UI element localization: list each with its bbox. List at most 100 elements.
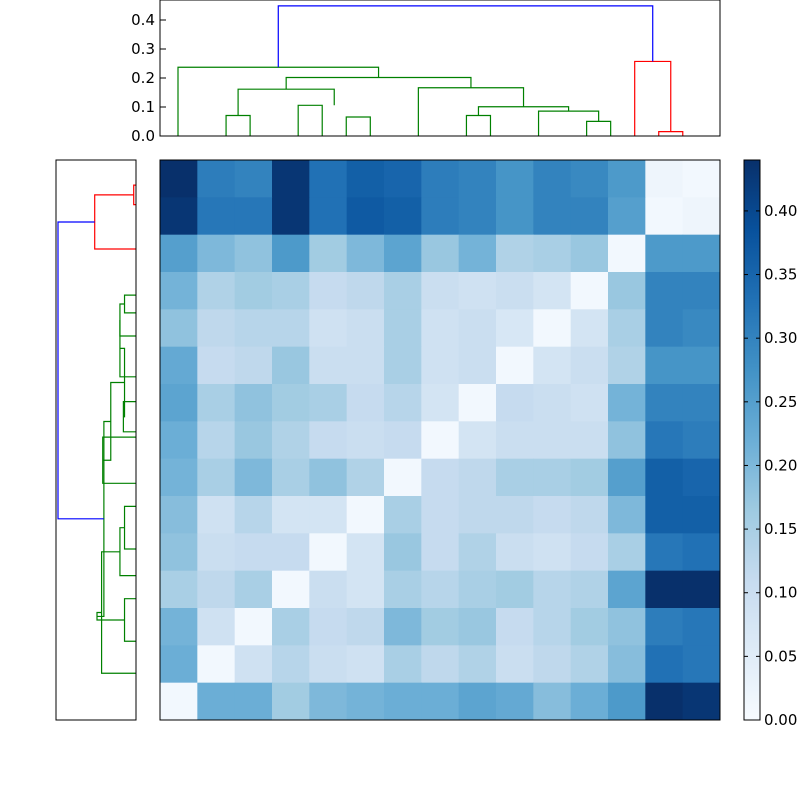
- heatmap-cell: [384, 682, 422, 721]
- heatmap-cell: [309, 570, 348, 609]
- heatmap-cell: [197, 421, 236, 460]
- heatmap-panel: [159, 159, 721, 721]
- heatmap-cell: [608, 197, 646, 236]
- top-dendrogram-link: [277, 5, 654, 68]
- heatmap-cell: [533, 197, 572, 236]
- top-dendrogram-link: [465, 114, 492, 136]
- heatmap-cell: [645, 272, 684, 310]
- heatmap-cell: [496, 346, 534, 385]
- heatmap-cell: [309, 309, 348, 348]
- heatmap-cell: [346, 496, 385, 534]
- top-dendrogram-link: [297, 104, 323, 136]
- heatmap-cell: [645, 570, 684, 609]
- heatmap-cell: [533, 533, 572, 572]
- heatmap-cell: [608, 608, 646, 646]
- heatmap-cell: [160, 458, 198, 497]
- heatmap-cell: [272, 160, 310, 198]
- heatmap-cell: [384, 384, 422, 422]
- heatmap-cell: [346, 645, 385, 684]
- heatmap-cell: [458, 458, 497, 497]
- heatmap-cell: [458, 197, 497, 236]
- heatmap-cell: [234, 608, 273, 646]
- heatmap-cell: [496, 272, 534, 310]
- heatmap-cell: [197, 645, 236, 684]
- heatmap-cell: [570, 682, 609, 721]
- heatmap-cell: [570, 309, 609, 348]
- heatmap-cell: [496, 309, 534, 348]
- heatmap-cell: [346, 384, 385, 422]
- heatmap-cell: [309, 458, 348, 497]
- heatmap-cell: [384, 496, 422, 534]
- heatmap-cell: [458, 533, 497, 572]
- left-dendrogram-link: [94, 194, 136, 250]
- heatmap-cell: [197, 309, 236, 348]
- colorbar-tick-label: 0.15: [764, 520, 797, 538]
- heatmap-cell: [309, 160, 348, 198]
- heatmap-cell: [533, 421, 572, 460]
- heatmap-cell: [346, 458, 385, 497]
- heatmap-cell: [682, 496, 721, 534]
- heatmap-cell: [608, 533, 646, 572]
- heatmap-cell: [458, 272, 497, 310]
- heatmap-cell: [272, 682, 310, 721]
- heatmap-cell: [682, 608, 721, 646]
- top-dendrogram-frame: [159, 0, 721, 137]
- heatmap-cell: [608, 682, 646, 721]
- heatmap-cell: [384, 346, 422, 385]
- colorbar-tick-label: 0.30: [764, 329, 797, 347]
- heatmap-cell: [272, 384, 310, 422]
- heatmap-cell: [346, 309, 385, 348]
- top-dendrogram-panel: 0.0 0.1 0.2 0.3 0.4: [131, 0, 721, 145]
- heatmap-cell: [608, 234, 646, 273]
- heatmap-cell: [608, 160, 646, 198]
- heatmap-cell: [234, 346, 273, 385]
- heatmap-cell: [197, 570, 236, 609]
- heatmap-cell: [682, 272, 721, 310]
- colorbar-panel: 0.00 0.05 0.10 0.15 0.20 0.25 0.30 0.35 0.40: [743, 159, 797, 729]
- heatmap-cell: [570, 384, 609, 422]
- heatmap-cell: [346, 197, 385, 236]
- heatmap-cell: [160, 234, 198, 273]
- heatmap-cell: [272, 645, 310, 684]
- heatmap-cell: [570, 570, 609, 609]
- heatmap-cell: [197, 682, 236, 721]
- heatmap-cell: [645, 682, 684, 721]
- left-dendrogram-link: [133, 184, 136, 206]
- heatmap-cell: [533, 496, 572, 534]
- heatmap-cell: [570, 421, 609, 460]
- heatmap-cell: [682, 645, 721, 684]
- heatmap-cell: [272, 570, 310, 609]
- heatmap-cell: [272, 421, 310, 460]
- heatmap-cell: [384, 309, 422, 348]
- heatmap-cell: [160, 384, 198, 422]
- heatmap-cell: [496, 234, 534, 273]
- heatmap-cell: [682, 309, 721, 348]
- heatmap-cell: [346, 533, 385, 572]
- heatmap-cell: [384, 570, 422, 609]
- left-dendrogram-link: [102, 381, 125, 461]
- heatmap-cell: [309, 682, 348, 721]
- heatmap-cell: [234, 234, 273, 273]
- top-dendrogram-link: [537, 110, 600, 136]
- heatmap-cell: [346, 682, 385, 721]
- heatmap-cell: [570, 458, 609, 497]
- heatmap-cell: [421, 496, 460, 534]
- heatmap-cell: [496, 421, 534, 460]
- heatmap-cell: [496, 384, 534, 422]
- heatmap-cell: [533, 645, 572, 684]
- heatmap-cell: [421, 384, 460, 422]
- heatmap-cell: [197, 197, 236, 236]
- heatmap-cell: [346, 608, 385, 646]
- heatmap-cell: [421, 608, 460, 646]
- left-dendrogram-link: [119, 320, 136, 378]
- heatmap-cell: [533, 346, 572, 385]
- left-dendrogram-link: [122, 401, 136, 433]
- top-y-tick-label: 0.1: [131, 98, 155, 116]
- heatmap-cell: [458, 346, 497, 385]
- heatmap-cell: [384, 197, 422, 236]
- heatmap-cell: [272, 458, 310, 497]
- heatmap-cell: [309, 496, 348, 534]
- top-dendrogram-link: [634, 60, 672, 136]
- heatmap-cell: [608, 346, 646, 385]
